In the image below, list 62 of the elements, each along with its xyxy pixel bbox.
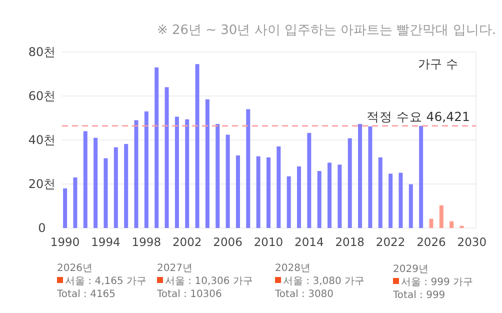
x-tick-label: 2006 xyxy=(213,235,242,249)
y-tick-label: 20천 xyxy=(28,177,56,191)
x-tick-label: 2010 xyxy=(254,235,284,249)
bar xyxy=(378,157,382,228)
y-axis-title: 가구 수 xyxy=(418,57,458,71)
y-tick-label: 80천 xyxy=(28,45,56,59)
bar xyxy=(317,171,322,228)
bar xyxy=(226,134,230,228)
y-tick-label: 0 xyxy=(38,221,46,235)
chart-title: ※ 26년 ~ 30년 사이 입주하는 아파트는 빨간막대 입니다. xyxy=(156,23,496,38)
bar xyxy=(276,146,281,228)
y-tick-label: 40천 xyxy=(28,133,56,147)
bar xyxy=(236,155,240,228)
x-tick-label: 2018 xyxy=(335,235,365,249)
bar xyxy=(83,131,88,228)
bar xyxy=(338,164,342,228)
ref-line-label: 적정 수요 46,421 xyxy=(366,108,470,124)
bar xyxy=(307,132,312,228)
bar xyxy=(358,124,362,228)
bar xyxy=(124,144,128,228)
bar xyxy=(408,184,413,228)
bar xyxy=(297,166,302,228)
bar xyxy=(216,124,220,228)
bar xyxy=(328,162,332,228)
bar xyxy=(419,126,424,228)
x-tick-label: 2030 xyxy=(457,235,487,249)
x-tick-label: 2022 xyxy=(376,235,406,249)
bar xyxy=(388,174,393,228)
x-tick-label: 1994 xyxy=(91,235,120,249)
bar xyxy=(195,64,200,228)
bar xyxy=(439,205,444,228)
bar xyxy=(94,138,98,228)
x-tick-label: 2002 xyxy=(172,235,202,249)
bar xyxy=(164,87,169,228)
bar xyxy=(104,158,108,228)
bar xyxy=(266,157,270,228)
x-tick-label: 2026 xyxy=(416,235,446,249)
x-tick-label: 2014 xyxy=(294,235,324,249)
bar xyxy=(348,138,352,228)
text: 2028년 서울 : 3,080 가구 Total : 3080 xyxy=(274,263,365,300)
bar xyxy=(114,147,118,228)
bar xyxy=(63,188,68,228)
bar xyxy=(429,218,434,228)
bar xyxy=(73,177,78,228)
bar xyxy=(398,172,403,228)
bar xyxy=(185,119,190,228)
bar xyxy=(450,221,454,228)
y-tick-label: 60천 xyxy=(28,89,56,103)
x-tick-label: 1998 xyxy=(132,235,162,249)
bar xyxy=(134,120,138,228)
bar xyxy=(144,111,148,228)
bar xyxy=(154,67,159,228)
bar xyxy=(256,156,260,228)
x-tick-label: 1990 xyxy=(50,235,80,249)
text: 2027년 서울 : 10,306 가구 Total : 10306 xyxy=(156,263,253,300)
text: 2029년 서울 : 999 가구 Total : 999 xyxy=(392,264,473,301)
text: 2026년 서울 : 4,165 가구 Total : 4165 xyxy=(56,263,147,300)
bar xyxy=(174,116,179,228)
bar xyxy=(205,99,210,228)
bar xyxy=(286,176,291,228)
bar xyxy=(246,109,250,228)
bar xyxy=(368,126,372,228)
